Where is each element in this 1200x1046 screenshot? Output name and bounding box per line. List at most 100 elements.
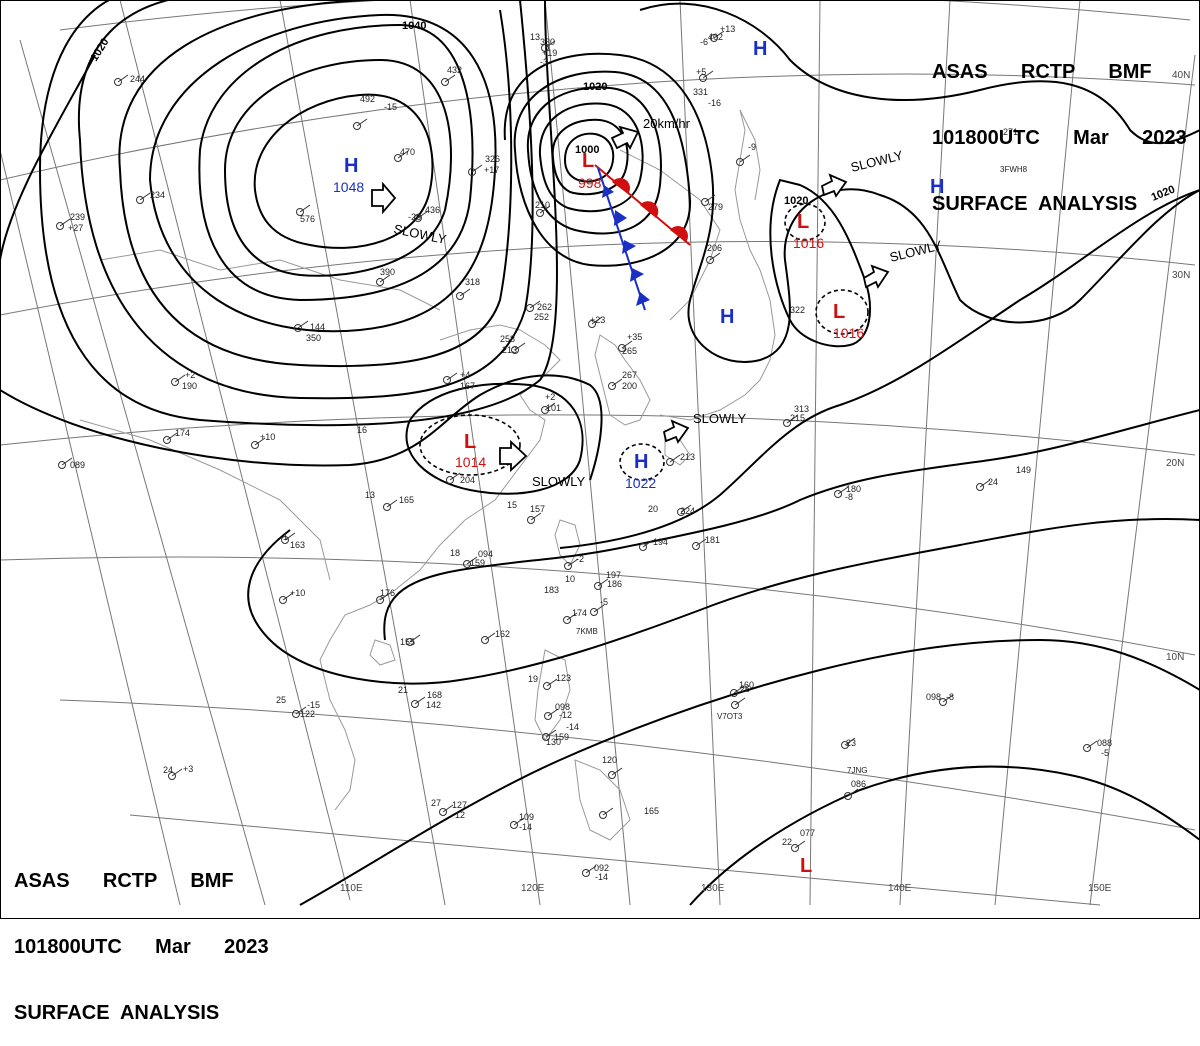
station-value: +4	[460, 370, 470, 380]
coast-russia	[619, 149, 721, 321]
station-value: 267	[622, 370, 637, 380]
station-circle	[543, 682, 551, 690]
wind-barb	[139, 192, 151, 201]
station-value: 215	[790, 413, 805, 423]
lat-label-40n: 40N	[1172, 70, 1190, 81]
station-value: 13	[365, 490, 375, 500]
wind-barb	[602, 807, 614, 816]
station-circle	[582, 869, 590, 877]
arrow-998	[610, 125, 640, 150]
isobar-1008	[538, 102, 644, 213]
station-circle	[699, 74, 707, 82]
isobar-1020-japan	[769, 178, 871, 348]
ship-id-7kmb: 7KMB	[576, 627, 598, 636]
station-circle	[791, 844, 799, 852]
station-value: 101	[546, 403, 561, 413]
wind-barb	[295, 706, 307, 715]
wind-barb	[442, 804, 454, 813]
wind-barb	[597, 578, 609, 587]
meridian-110e	[119, 0, 351, 901]
station-circle	[588, 320, 596, 328]
low-center-1014-letter: L	[464, 431, 476, 453]
high-center-north-letter: H	[753, 38, 767, 60]
coast-sakhalin	[739, 109, 761, 201]
station-value: 190	[182, 381, 197, 391]
warm-front-semicircle-3	[670, 226, 688, 242]
high-center-japan-letter: H	[720, 306, 734, 328]
wind-barb	[254, 437, 266, 446]
station-value: 155	[400, 637, 415, 647]
station-value: 130	[546, 737, 561, 747]
station-value: -16	[708, 98, 721, 108]
wind-barb	[704, 194, 716, 203]
wind-barb	[567, 558, 579, 567]
station-value: -9	[748, 142, 756, 152]
cold-front-triangle-2	[614, 210, 627, 226]
station-value: 159	[470, 558, 485, 568]
station-circle	[1083, 744, 1091, 752]
wind-barb	[282, 592, 294, 601]
parallel-10n	[0, 556, 1196, 656]
station-value: 322	[790, 305, 805, 315]
station-value: 123	[556, 673, 571, 683]
station-value: 120	[602, 755, 617, 765]
fronts	[594, 164, 691, 311]
station-value: 162	[495, 629, 510, 639]
station-circle	[730, 689, 738, 697]
station-value: 168	[427, 690, 442, 700]
parallel-30n	[0, 241, 1196, 316]
station-value: 313	[794, 404, 809, 414]
dashed-ring-1016-south	[815, 289, 869, 335]
wind-barb	[786, 415, 798, 424]
wind-barb	[942, 694, 954, 703]
station-value: -5	[1101, 748, 1109, 758]
station-circle	[594, 582, 602, 590]
station-circle	[527, 516, 535, 524]
station-value: 159	[554, 732, 569, 742]
meridian-135e	[809, 0, 821, 906]
station-circle	[731, 701, 739, 709]
station-value: 224	[680, 506, 695, 516]
station-value: 160	[739, 680, 754, 690]
station-circle	[292, 710, 300, 718]
lat-label-30n: 30N	[1172, 270, 1190, 281]
station-value: 086	[851, 779, 866, 789]
motion-arrows	[371, 125, 890, 473]
isobar-1000	[563, 132, 615, 183]
station-value: 271	[1003, 127, 1018, 137]
lat-label-20n: 20N	[1166, 458, 1184, 469]
station-value: 25	[276, 695, 286, 705]
station-value: 432	[447, 65, 462, 75]
station-circle	[701, 198, 709, 206]
wind-barb	[734, 697, 746, 706]
wind-barb	[284, 532, 296, 541]
isobar-1016-sw	[247, 518, 1200, 685]
station-circle	[618, 344, 626, 352]
station-circle	[736, 158, 744, 166]
wind-barb	[547, 708, 559, 717]
station-circle	[666, 458, 674, 466]
station-value: 142	[426, 700, 441, 710]
dashed-ring-1014	[419, 414, 521, 476]
wind-barb	[171, 768, 183, 777]
wind-barb	[299, 204, 311, 213]
wind-barb	[544, 402, 556, 411]
wind-barb	[471, 164, 483, 173]
isobar-1028	[77, 0, 534, 400]
wind-barb	[545, 729, 557, 738]
wind-barb	[621, 340, 633, 349]
wind-barb	[529, 300, 541, 309]
wind-barb	[409, 634, 421, 643]
station-circle	[692, 542, 700, 550]
station-value: -1	[280, 532, 288, 542]
arrow-1022	[662, 419, 690, 444]
station-circle	[376, 278, 384, 286]
header-title-line: SURFACE ANALYSIS	[932, 193, 1138, 215]
station-value: 098	[555, 702, 570, 712]
isobar-1012	[526, 86, 662, 235]
station-circle	[114, 78, 122, 86]
wind-barb	[484, 632, 496, 641]
station-circle	[383, 503, 391, 511]
coast-china-north	[464, 329, 561, 521]
motion-label-998-speed: 20km/hr	[643, 116, 691, 131]
